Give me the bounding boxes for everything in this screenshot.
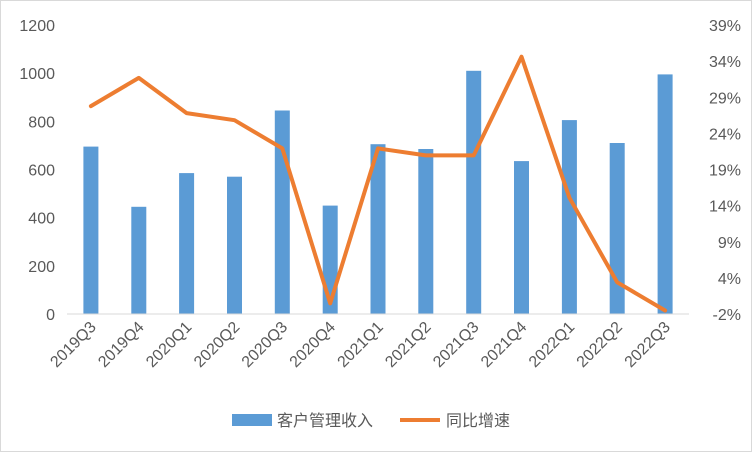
- left-tick-label: 1200: [19, 18, 55, 35]
- left-tick-label: 200: [28, 259, 55, 276]
- x-tick-label: 2021Q4: [478, 319, 530, 371]
- left-tick-label: 800: [28, 114, 55, 131]
- x-tick-label: 2020Q2: [191, 319, 243, 371]
- bar-2019Q3: [83, 146, 99, 314]
- x-tick-label: 2022Q1: [526, 319, 578, 371]
- bar-2022Q1: [561, 120, 577, 314]
- growth-rate-line: [88, 54, 668, 313]
- x-tick-label: 2019Q4: [95, 319, 147, 371]
- left-tick-label: 600: [28, 163, 55, 180]
- x-tick-label: 2021Q2: [382, 319, 434, 371]
- bar-2021Q2: [418, 149, 434, 314]
- bar-2022Q3: [657, 74, 673, 315]
- right-axis-ticks: -2% 4% 9% 14% 19% 24% 29% 34% 39%: [709, 18, 741, 324]
- legend-line-label: 同比增速: [446, 411, 510, 430]
- x-axis-ticks: 2019Q32019Q42020Q12020Q22020Q32020Q42021…: [47, 319, 674, 371]
- left-tick-label: 400: [28, 211, 55, 228]
- legend: 客户管理收入 同比增速: [232, 411, 510, 430]
- bar-2020Q2: [227, 176, 242, 314]
- right-tick-label: 19%: [709, 163, 741, 180]
- bar-2019Q4: [131, 206, 147, 314]
- x-tick-label: 2020Q3: [239, 319, 291, 371]
- legend-bar-swatch: [232, 414, 272, 426]
- right-tick-label: 14%: [709, 199, 741, 216]
- right-tick-label: 39%: [709, 18, 741, 35]
- bar-2020Q1: [179, 173, 195, 314]
- x-tick-label: 2022Q3: [622, 319, 674, 371]
- x-tick-label: 2021Q1: [335, 319, 387, 371]
- x-tick-label: 2022Q2: [574, 319, 626, 371]
- x-tick-label: 2020Q1: [143, 319, 195, 371]
- x-tick-label: 2021Q3: [430, 319, 482, 371]
- right-tick-label: 29%: [709, 90, 741, 107]
- left-axis-ticks: 0 200 400 600 800 1000 1200: [19, 18, 55, 324]
- right-tick-label: 4%: [718, 271, 741, 288]
- bar-2020Q3: [274, 110, 290, 314]
- right-tick-label: 24%: [709, 126, 741, 143]
- right-tick-label: 34%: [709, 54, 741, 71]
- x-tick-label: 2020Q4: [287, 319, 339, 371]
- right-tick-label: -2%: [713, 307, 741, 324]
- right-tick-label: 9%: [718, 235, 741, 252]
- bar-2021Q3: [466, 70, 482, 314]
- bar-2021Q1: [370, 144, 386, 314]
- left-tick-label: 0: [46, 307, 55, 324]
- bar-2022Q2: [609, 143, 625, 314]
- left-tick-label: 1000: [19, 66, 55, 83]
- legend-bar-label: 客户管理收入: [277, 411, 373, 430]
- x-tick-label: 2019Q3: [47, 319, 99, 371]
- bars-layer: [83, 70, 673, 315]
- bar-2021Q4: [514, 161, 529, 314]
